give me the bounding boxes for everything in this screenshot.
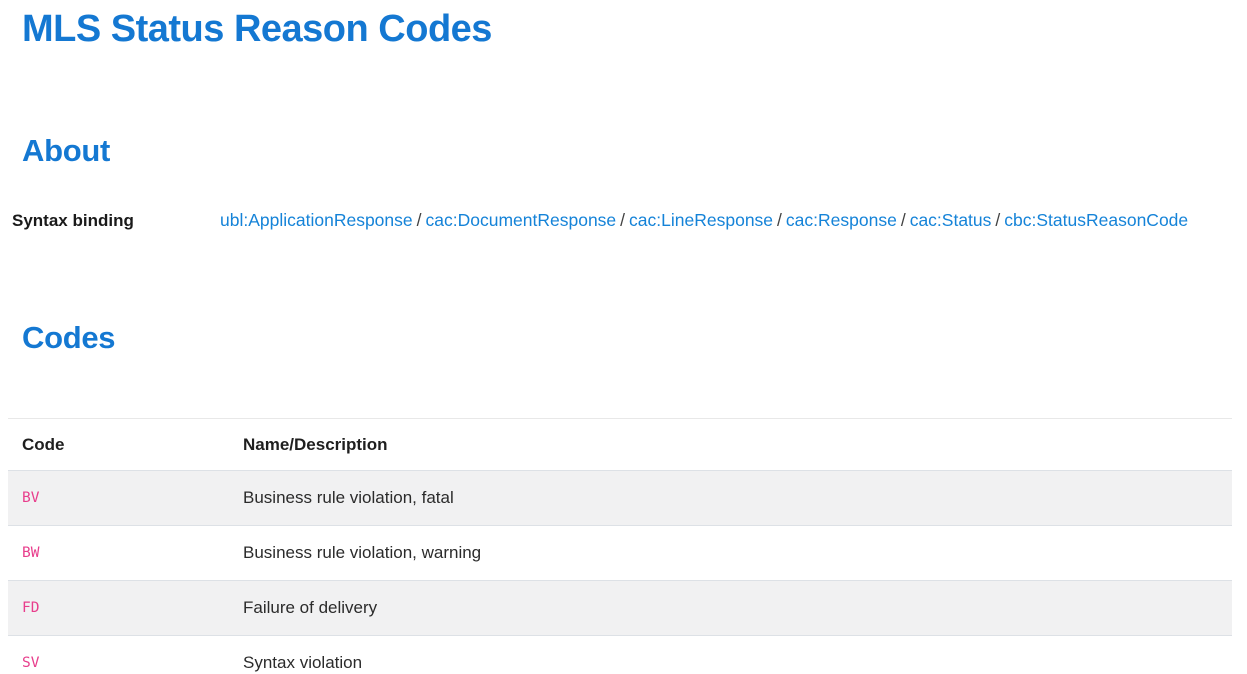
binding-link-document-response[interactable]: cac:DocumentResponse — [425, 210, 617, 230]
code-value: FD — [22, 600, 40, 616]
path-separator: / — [777, 210, 782, 230]
column-header-description: Name/Description — [243, 434, 388, 454]
path-separator: / — [900, 210, 906, 230]
codes-table: Code Name/Description BV Business rule v… — [8, 418, 1232, 674]
code-value: BW — [22, 545, 40, 561]
table-row: BV Business rule violation, fatal — [8, 470, 1232, 526]
path-separator: / — [620, 210, 626, 230]
binding-link-response[interactable]: cac:Response — [785, 210, 897, 230]
table-row: FD Failure of delivery — [8, 580, 1232, 636]
path-separator: / — [995, 210, 1001, 230]
code-description: Business rule violation, warning — [243, 543, 482, 562]
syntax-binding-row: Syntax binding ubl:ApplicationResponse / c… — [12, 210, 1247, 231]
table-row: SV Syntax violation — [8, 635, 1232, 674]
codes-table-header: Code Name/Description — [8, 418, 1232, 471]
binding-link-status[interactable]: cac:Status — [909, 210, 992, 230]
code-description: Syntax violation — [243, 653, 363, 673]
code-description: Failure of delivery — [243, 598, 378, 617]
about-heading: About — [22, 133, 111, 168]
path-separator: / — [416, 210, 422, 230]
syntax-binding-path: ubl:ApplicationResponse / cac:DocumentResp… — [220, 210, 1188, 231]
code-value: SV — [22, 655, 40, 672]
codes-table-body: BV Business rule violation, fatal BW Bus… — [8, 470, 1232, 674]
binding-link-application-response[interactable]: ubl:ApplicationResponse — [220, 210, 413, 230]
binding-link-status-reason-code[interactable]: cbc:StatusReasonCode — [1004, 210, 1189, 230]
page-title: MLS Status Reason Codes — [22, 8, 492, 50]
codes-heading: Codes — [22, 320, 116, 355]
code-value: BV — [22, 490, 40, 506]
column-header-code: Code — [22, 434, 65, 454]
syntax-binding-label: Syntax binding — [12, 211, 134, 230]
header-row: Code Name/Description — [8, 418, 1232, 471]
code-description: Business rule violation, fatal — [243, 488, 454, 507]
binding-link-line-response[interactable]: cac:LineResponse — [629, 210, 774, 230]
table-row: BW Business rule violation, warning — [8, 525, 1232, 581]
